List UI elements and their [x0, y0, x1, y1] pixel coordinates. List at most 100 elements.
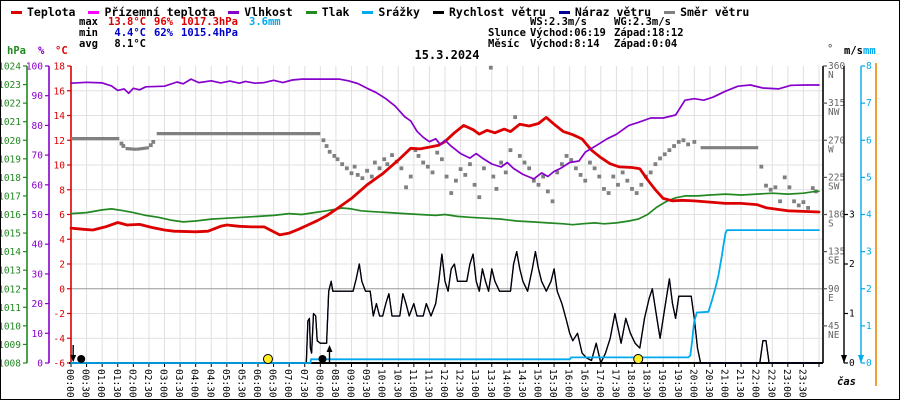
unit-mm: mm: [863, 45, 876, 57]
humidity-axis-tick-label: 90: [32, 91, 44, 102]
wind-direction-point: [449, 191, 454, 195]
time-tick-label: 17:30: [609, 369, 620, 398]
wind-direction-point: [413, 148, 418, 153]
time-tick-label: 21:30: [734, 369, 745, 398]
time-tick-label: 22:00: [750, 369, 761, 398]
stat-min-humidity: 62%: [154, 27, 173, 39]
wind-direction-point: [340, 162, 345, 167]
wind-direction-point: [630, 187, 634, 191]
wind-direction-point: [488, 65, 493, 70]
wind-direction-point: [676, 140, 681, 144]
legend-label: Náraz větru: [574, 5, 652, 19]
temperature-axis-tick-label: 6: [59, 210, 65, 221]
wind-direction-point: [658, 156, 662, 161]
wind-direction-point: [583, 178, 588, 183]
wind-direction-tick-label: 360: [828, 61, 845, 72]
legend-label: Tlak: [321, 5, 350, 19]
wind-direction-point: [801, 200, 806, 205]
wind-direction-point: [764, 183, 768, 188]
wind-direction-point: [527, 166, 532, 171]
legend-color-swatch: [305, 10, 317, 14]
time-tick-label: 14:30: [516, 369, 527, 398]
wind-direction-tick-label: 225: [828, 172, 845, 183]
wind-direction-point: [321, 138, 326, 143]
time-tick-label: 07:30: [298, 369, 309, 398]
stat-avg-label: avg: [79, 38, 98, 50]
stats-right: WS:2.3m/s WG:2.3m/s Slunce Východ:06:19 …: [488, 17, 684, 50]
pressure-axis-tick-label: 1011: [1, 303, 21, 314]
time-tick-label: 08:30: [329, 369, 340, 398]
stat-wind-speed: WS:2.3m/s: [530, 16, 587, 28]
stat-wind-gust: WG:2.3m/s: [614, 16, 671, 28]
wind-direction-point: [787, 185, 792, 190]
stat-max-humidity: 96%: [154, 16, 173, 28]
legend-item: Náraz větru: [558, 5, 652, 19]
legend-item: Tlak: [305, 5, 350, 19]
pressure-axis-tick-label: 1024: [1, 62, 21, 73]
wind-speed-tick-label: 0: [849, 358, 855, 369]
sun-label: Slunce: [488, 27, 526, 39]
wind-direction-tick-label: 135: [828, 247, 845, 258]
time-tick-label: 17:00: [594, 369, 605, 398]
wind-direction-point: [508, 148, 513, 153]
wind-direction-point: [513, 115, 518, 120]
humidity-axis-tick-label: 100: [26, 62, 43, 73]
series-wind-speed-line: [70, 250, 820, 364]
time-tick-label: 12:00: [438, 369, 449, 398]
time-tick-label: 04:30: [204, 369, 215, 398]
precipitation-tick-label: 6: [866, 135, 872, 146]
wind-direction-point: [555, 170, 560, 175]
wind-direction-point: [408, 174, 413, 179]
unit-hpa: hPa: [7, 45, 26, 57]
wind-direction-point: [588, 160, 592, 165]
wind-direction-point: [592, 166, 597, 171]
precipitation-tick-label: 7: [866, 98, 872, 109]
legend-color-swatch: [11, 10, 22, 14]
chart-title: 15.3.2024: [414, 48, 480, 62]
legend-label: Teplota: [27, 5, 76, 19]
stat-max-temp: 13.8°C: [108, 16, 146, 28]
time-tick-label: 05:00: [220, 369, 231, 398]
precipitation-tick-label: 3: [866, 247, 872, 258]
precipitation-tick-label: 2: [866, 284, 872, 295]
pressure-axis-tick-label: 1016: [1, 210, 21, 221]
pressure-axis-tick-label: 1021: [1, 117, 21, 128]
time-tick-label: 20:30: [703, 369, 714, 398]
wind-direction-point: [360, 176, 365, 181]
stat-max-pressure: 1017.3hPa: [181, 16, 238, 28]
wind-direction-point: [653, 162, 658, 167]
stat-avg-temp: 8.1°C: [114, 38, 146, 50]
moonrise-arrowhead: [326, 345, 333, 352]
time-tick-label: 02:30: [142, 369, 153, 398]
wind-direction-point: [611, 174, 616, 179]
series-pressure-line: [70, 190, 820, 226]
wind-direction-point: [385, 162, 390, 167]
wind-direction-point: [620, 170, 625, 175]
time-tick-label: 09:30: [360, 369, 371, 398]
humidity-axis-tick-label: 60: [32, 180, 44, 191]
wind-direction-segment: [136, 146, 150, 151]
legend-item: Rychlost větru: [432, 5, 546, 19]
wind-direction-point: [151, 140, 156, 144]
wind-direction-point: [430, 170, 435, 175]
temperature-axis-tick-label: 18: [54, 62, 66, 73]
time-tick-label: 11:00: [407, 369, 418, 398]
wind-direction-point: [773, 185, 778, 190]
legend-label: Vlhkost: [244, 5, 293, 19]
legend-color-swatch: [558, 10, 570, 14]
wind-direction-point: [796, 203, 801, 208]
wind-direction-tick-label: 270: [828, 135, 845, 146]
wind-speed-axis-arrow: [841, 355, 847, 363]
wind-direction-point: [344, 166, 349, 171]
wind-direction-point: [616, 182, 620, 187]
legend-label: Směr větru: [680, 5, 750, 19]
stats-left: max 13.8°C 96% 1017.3hPa 3.6mm min 4.4°C…: [79, 17, 281, 50]
humidity-axis-tick-label: 0: [37, 359, 43, 370]
moon-rise: Východ:8:14: [530, 38, 600, 50]
temperature-axis-tick-label: 12: [54, 136, 65, 147]
wind-direction-point: [404, 185, 408, 190]
time-tick-label: 20:00: [687, 369, 698, 398]
precipitation-axis-arrow: [858, 355, 864, 363]
pressure-axis-tick-label: 1013: [1, 266, 21, 277]
legend-item: Směr větru: [664, 5, 749, 19]
